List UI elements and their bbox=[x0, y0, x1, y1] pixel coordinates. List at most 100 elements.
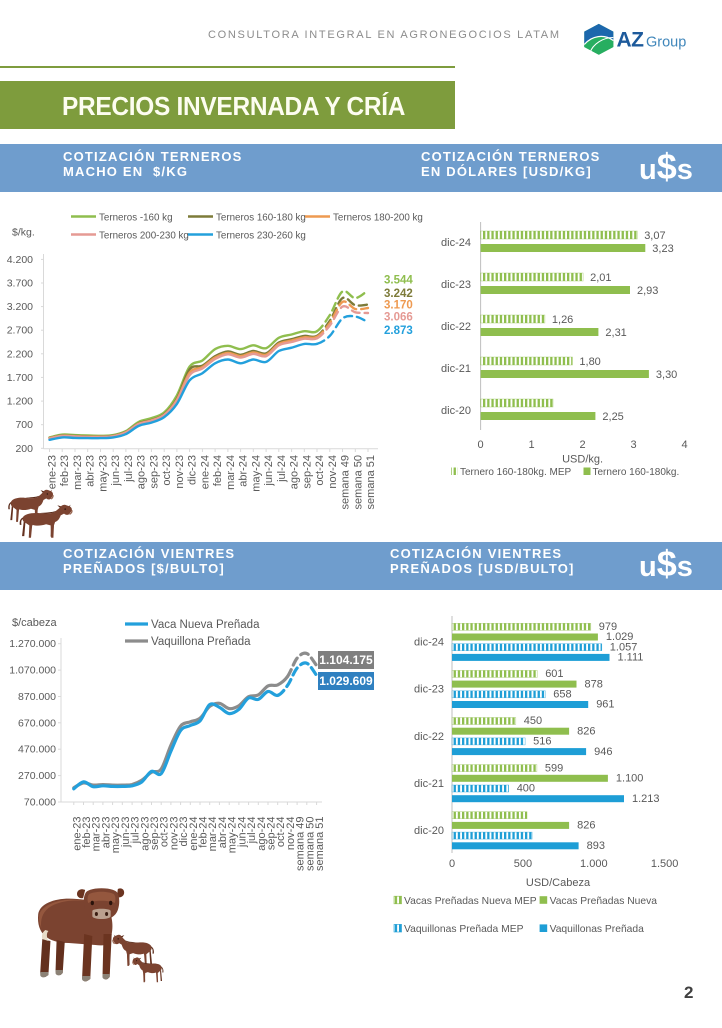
svg-text:1: 1 bbox=[529, 439, 535, 451]
svg-text:599: 599 bbox=[545, 762, 563, 774]
svg-text:jul-23: jul-23 bbox=[130, 817, 142, 845]
svg-text:450: 450 bbox=[524, 715, 542, 727]
svg-text:Vaquillona Preñada: Vaquillona Preñada bbox=[151, 636, 251, 648]
svg-text:826: 826 bbox=[577, 820, 595, 832]
svg-text:dic-23: dic-23 bbox=[187, 455, 199, 485]
svg-text:sep-23: sep-23 bbox=[149, 817, 161, 851]
svg-text:3.700: 3.700 bbox=[7, 278, 33, 290]
svg-text:2,01: 2,01 bbox=[590, 272, 611, 284]
svg-text:3.242: 3.242 bbox=[384, 288, 413, 300]
svg-text:1.000: 1.000 bbox=[580, 858, 608, 870]
svg-text:Terneros 230-260 kg: Terneros 230-260 kg bbox=[216, 231, 306, 242]
svg-text:oct-23: oct-23 bbox=[159, 817, 171, 848]
svg-text:3.066: 3.066 bbox=[384, 312, 413, 324]
svg-text:2.873: 2.873 bbox=[384, 325, 413, 337]
svg-text:Terneros 160-180 kg: Terneros 160-180 kg bbox=[216, 213, 306, 224]
svg-text:jun-23: jun-23 bbox=[120, 817, 132, 849]
svg-text:3.170: 3.170 bbox=[384, 300, 413, 312]
svg-text:700: 700 bbox=[15, 419, 33, 431]
svg-text:ago-23: ago-23 bbox=[136, 455, 148, 489]
svg-text:1.100: 1.100 bbox=[616, 773, 644, 785]
svg-text:$/kg.: $/kg. bbox=[12, 227, 35, 239]
svg-text:semana 51: semana 51 bbox=[314, 817, 326, 871]
svg-text:nov-24: nov-24 bbox=[327, 455, 339, 489]
svg-text:abr-24: abr-24 bbox=[217, 817, 229, 849]
svg-text:mar-24: mar-24 bbox=[207, 817, 219, 852]
svg-text:826: 826 bbox=[577, 725, 595, 737]
svg-text:semana 50: semana 50 bbox=[352, 455, 364, 509]
svg-text:Group: Group bbox=[646, 34, 686, 50]
svg-text:0: 0 bbox=[478, 439, 484, 451]
svg-text:jul-24: jul-24 bbox=[246, 817, 258, 845]
svg-text:mar-23: mar-23 bbox=[72, 455, 84, 490]
svg-text:abr-23: abr-23 bbox=[85, 455, 97, 487]
svg-text:dic-22: dic-22 bbox=[441, 321, 471, 333]
svg-text:946: 946 bbox=[594, 746, 612, 758]
svg-text:semana 49: semana 49 bbox=[295, 817, 307, 871]
svg-text:feb-23: feb-23 bbox=[81, 817, 93, 848]
svg-text:sep-24: sep-24 bbox=[301, 455, 313, 489]
svg-text:Vaca Nueva Preñada: Vaca Nueva Preñada bbox=[151, 619, 260, 631]
svg-text:feb-24: feb-24 bbox=[212, 455, 224, 486]
svg-text:dic-21: dic-21 bbox=[414, 778, 444, 790]
svg-text:dic-23: dic-23 bbox=[414, 684, 444, 696]
svg-text:3,23: 3,23 bbox=[652, 243, 673, 255]
svg-text:ene-23: ene-23 bbox=[47, 455, 59, 489]
svg-text:dic-23: dic-23 bbox=[178, 817, 190, 847]
svg-text:dic-24: dic-24 bbox=[414, 637, 444, 649]
svg-text:878: 878 bbox=[585, 678, 603, 690]
svg-text:AZ: AZ bbox=[617, 29, 645, 52]
svg-text:1.111: 1.111 bbox=[618, 652, 644, 664]
svg-text:2: 2 bbox=[580, 439, 586, 451]
svg-text:nov-23: nov-23 bbox=[174, 455, 186, 489]
svg-text:sep-24: sep-24 bbox=[266, 817, 278, 851]
svg-text:961: 961 bbox=[596, 699, 614, 711]
svg-text:1.029: 1.029 bbox=[606, 631, 634, 643]
svg-text:may-23: may-23 bbox=[98, 455, 110, 492]
svg-text:dic-24: dic-24 bbox=[441, 237, 471, 249]
svg-text:oct-23: oct-23 bbox=[161, 455, 173, 486]
svg-text:oct-24: oct-24 bbox=[314, 455, 326, 486]
svg-text:1,80: 1,80 bbox=[579, 356, 600, 368]
svg-text:jul-24: jul-24 bbox=[276, 455, 288, 483]
svg-text:2,25: 2,25 bbox=[602, 411, 623, 423]
svg-text:1,26: 1,26 bbox=[552, 314, 573, 326]
svg-text:870.000: 870.000 bbox=[18, 691, 56, 703]
svg-text:4.200: 4.200 bbox=[7, 254, 33, 266]
svg-text:4: 4 bbox=[682, 439, 688, 451]
svg-text:jun-23: jun-23 bbox=[110, 455, 122, 487]
svg-text:abr-23: abr-23 bbox=[100, 817, 112, 849]
svg-text:70.000: 70.000 bbox=[24, 797, 56, 809]
svg-text:470.000: 470.000 bbox=[18, 744, 56, 756]
svg-text:1.070.000: 1.070.000 bbox=[9, 665, 56, 677]
svg-text:270.000: 270.000 bbox=[18, 770, 56, 782]
svg-text:mar-23: mar-23 bbox=[91, 817, 103, 852]
svg-text:ago-24: ago-24 bbox=[289, 455, 301, 489]
svg-text:jul-23: jul-23 bbox=[123, 455, 135, 483]
svg-text:1.213: 1.213 bbox=[632, 793, 660, 805]
svg-text:USD/kg.: USD/kg. bbox=[562, 454, 603, 466]
svg-text:feb-23: feb-23 bbox=[59, 455, 71, 486]
svg-text:Terneros 200-230 kg: Terneros 200-230 kg bbox=[99, 231, 189, 242]
svg-text:may-24: may-24 bbox=[250, 455, 262, 492]
svg-text:2.200: 2.200 bbox=[7, 348, 33, 360]
svg-text:abr-24: abr-24 bbox=[238, 455, 250, 487]
svg-text:jun-24: jun-24 bbox=[263, 455, 275, 487]
svg-text:1.057: 1.057 bbox=[610, 641, 638, 653]
svg-text:Vacas Preñadas Nueva MEP: Vacas Preñadas Nueva MEP bbox=[404, 896, 537, 907]
svg-text:semana 49: semana 49 bbox=[340, 455, 352, 509]
svg-text:semana 50: semana 50 bbox=[304, 817, 316, 871]
svg-text:200: 200 bbox=[15, 443, 33, 455]
svg-text:mar-24: mar-24 bbox=[225, 455, 237, 490]
svg-text:nov-23: nov-23 bbox=[168, 817, 180, 851]
svg-text:dic-21: dic-21 bbox=[441, 363, 471, 375]
svg-text:may-23: may-23 bbox=[110, 817, 122, 854]
svg-text:dic-22: dic-22 bbox=[414, 731, 444, 743]
svg-text:601: 601 bbox=[545, 668, 563, 680]
svg-text:400: 400 bbox=[517, 783, 535, 795]
svg-text:Vaquillonas Preñada MEP: Vaquillonas Preñada MEP bbox=[404, 924, 524, 935]
svg-text:ago-24: ago-24 bbox=[256, 817, 268, 851]
svg-text:Terneros -160 kg: Terneros -160 kg bbox=[99, 213, 173, 224]
svg-text:516: 516 bbox=[533, 736, 551, 748]
svg-text:sep-23: sep-23 bbox=[148, 455, 160, 489]
